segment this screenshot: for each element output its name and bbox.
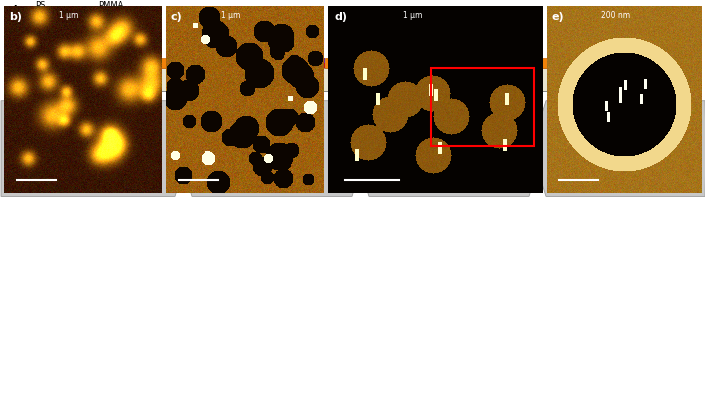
Bar [372, 58, 402, 63]
Polygon shape [1, 101, 190, 196]
Text: a): a) [5, 5, 19, 18]
Bar [362, 58, 372, 68]
Text: e): e) [551, 11, 564, 22]
Bar [649, 58, 679, 63]
Text: APTES: APTES [249, 151, 276, 160]
Bar [245, 58, 275, 68]
Bar [599, 58, 629, 68]
Bar [539, 58, 549, 68]
Bar [225, 58, 245, 68]
Text: dialehyde: dialehyde [248, 165, 290, 174]
Bar [402, 58, 422, 68]
Bar [586, 8, 602, 53]
Circle shape [433, 23, 441, 31]
Bar [295, 58, 325, 63]
Bar [502, 58, 522, 68]
Bar [8, 58, 168, 68]
Bar [275, 58, 295, 68]
Text: Polymer blend
formation: Polymer blend formation [54, 137, 124, 161]
Text: 1 μm: 1 μm [59, 11, 79, 20]
Polygon shape [531, 101, 705, 196]
Bar [80, 30, 132, 58]
Bar [452, 58, 472, 68]
Bar [539, 68, 699, 90]
Bar [472, 58, 502, 63]
Bar [549, 58, 579, 63]
Text: 1 μm: 1 μm [221, 11, 240, 20]
Bar [472, 58, 502, 68]
Bar [325, 58, 345, 68]
Bar [8, 68, 168, 90]
Bar [599, 58, 629, 63]
Text: d): d) [334, 11, 348, 22]
Circle shape [498, 23, 506, 31]
Bar [629, 58, 649, 68]
Text: 200 nm: 200 nm [601, 11, 630, 20]
Bar [26, 40, 64, 58]
Text: • coupling: • coupling [424, 154, 474, 163]
Bar [579, 58, 599, 68]
Text: and: and [277, 151, 295, 160]
Text: with: with [231, 151, 252, 160]
Bar [195, 58, 225, 68]
Bar [295, 58, 325, 68]
Bar [185, 68, 345, 90]
Text: b): b) [8, 11, 22, 22]
Text: • Functionalization: • Functionalization [230, 137, 309, 146]
Text: substrate: substrate [66, 76, 109, 85]
Circle shape [383, 23, 391, 31]
Text: PMMA: PMMA [98, 1, 123, 10]
Bar [422, 58, 452, 68]
Polygon shape [354, 101, 544, 196]
Bar [422, 58, 452, 63]
Circle shape [476, 23, 484, 31]
Text: • slective removal of PS: • slective removal of PS [219, 123, 319, 132]
Bar [362, 68, 522, 90]
Bar [631, 8, 647, 53]
Bar [195, 58, 225, 63]
Bar [185, 58, 195, 68]
Bar [679, 58, 699, 68]
Text: RNA: RNA [476, 154, 495, 163]
Bar [666, 8, 682, 53]
Text: self assemly of TMV: self assemly of TMV [574, 143, 671, 154]
Text: 1 μm: 1 μm [403, 11, 422, 20]
Bar [649, 58, 679, 68]
Text: c): c) [171, 11, 183, 22]
Bar [551, 8, 567, 53]
Bar [549, 58, 579, 68]
Bar [431, 68, 534, 146]
Text: PS: PS [35, 1, 45, 10]
Text: DNA: DNA [476, 134, 496, 143]
Bar [245, 58, 275, 63]
Polygon shape [177, 101, 367, 196]
Bar [372, 58, 402, 68]
Text: • coupling: • coupling [424, 134, 474, 143]
